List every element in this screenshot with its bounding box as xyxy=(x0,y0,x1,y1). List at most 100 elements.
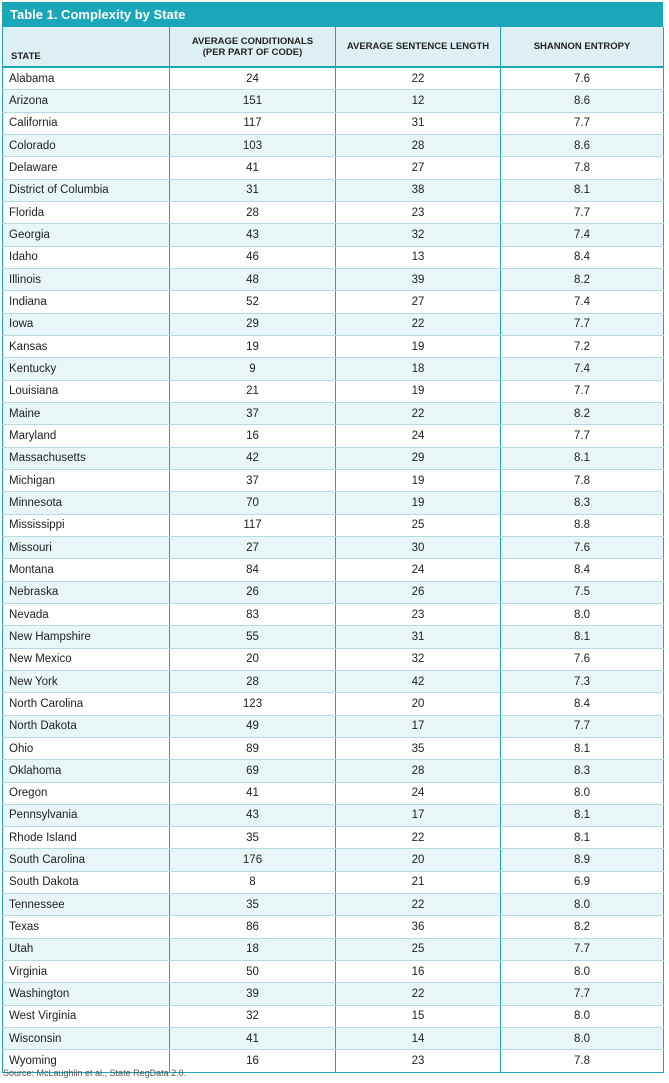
cell-shannon-entropy: 8.0 xyxy=(500,603,664,627)
cell-sentence-length: 17 xyxy=(335,715,501,738)
table-row: Indiana 52 27 7.4 xyxy=(2,290,664,314)
cell-sentence-length: 24 xyxy=(335,782,501,805)
cell-sentence-length: 18 xyxy=(335,357,501,381)
cell-conditionals: 50 xyxy=(169,960,336,984)
table-row: Tennessee 35 22 8.0 xyxy=(2,893,664,917)
cell-conditionals: 117 xyxy=(169,514,336,537)
table-row: Rhode Island 35 22 8.1 xyxy=(2,826,664,850)
cell-shannon-entropy: 7.4 xyxy=(500,290,664,314)
cell-state: Alabama xyxy=(2,67,170,91)
table-body: Alabama 24 22 7.6 Arizona 151 12 8.6 California 1… xyxy=(2,67,664,1073)
table-row: West Virginia 32 15 8.0 xyxy=(2,1005,664,1029)
cell-conditionals: 52 xyxy=(169,290,336,314)
cell-conditionals: 84 xyxy=(169,558,336,582)
cell-conditionals: 41 xyxy=(169,1027,336,1051)
table-row: Georgia 43 32 7.4 xyxy=(2,223,664,247)
cell-state: Massachusetts xyxy=(2,447,170,470)
header-sentence-length: AVERAGE SENTENCE LENGTH xyxy=(335,27,501,68)
cell-sentence-length: 15 xyxy=(335,1005,501,1029)
cell-shannon-entropy: 7.7 xyxy=(500,715,664,738)
table-row: Florida 28 23 7.7 xyxy=(2,201,664,225)
cell-shannon-entropy: 7.4 xyxy=(500,223,664,247)
cell-shannon-entropy: 8.4 xyxy=(500,558,664,582)
cell-sentence-length: 31 xyxy=(335,112,501,135)
cell-conditionals: 176 xyxy=(169,848,336,872)
table-row: Washington 39 22 7.7 xyxy=(2,982,664,1006)
cell-state: Virginia xyxy=(2,960,170,984)
cell-state: Nevada xyxy=(2,603,170,627)
cell-shannon-entropy: 8.0 xyxy=(500,893,664,917)
table-row: Wyoming 16 23 7.8 xyxy=(2,1049,664,1073)
cell-shannon-entropy: 7.8 xyxy=(500,156,664,180)
cell-conditionals: 35 xyxy=(169,826,336,850)
cell-sentence-length: 16 xyxy=(335,960,501,984)
cell-sentence-length: 27 xyxy=(335,290,501,314)
cell-sentence-length: 20 xyxy=(335,848,501,872)
table-row: South Carolina 176 20 8.9 xyxy=(2,848,664,872)
table-row: Mississippi 117 25 8.8 xyxy=(2,514,664,537)
cell-shannon-entropy: 8.0 xyxy=(500,1027,664,1051)
header-conditionals: AVERAGE CONDITIONALS (PER PART OF CODE) xyxy=(169,27,336,68)
cell-sentence-length: 25 xyxy=(335,514,501,537)
cell-state: District of Columbia xyxy=(2,179,170,202)
cell-state: Colorado xyxy=(2,134,170,158)
cell-shannon-entropy: 8.6 xyxy=(500,89,664,113)
table-row: District of Columbia 31 38 8.1 xyxy=(2,179,664,202)
cell-state: Maryland xyxy=(2,424,170,448)
cell-shannon-entropy: 8.2 xyxy=(500,268,664,292)
cell-shannon-entropy: 7.6 xyxy=(500,648,664,671)
cell-sentence-length: 19 xyxy=(335,491,501,515)
cell-shannon-entropy: 7.8 xyxy=(500,469,664,493)
source-note: Source: McLaughlin et al., State RegData… xyxy=(3,1068,187,1078)
cell-shannon-entropy: 8.1 xyxy=(500,737,664,761)
cell-shannon-entropy: 8.6 xyxy=(500,134,664,158)
table-title: Table 1. Complexity by State xyxy=(2,2,663,27)
cell-conditionals: 55 xyxy=(169,625,336,649)
cell-sentence-length: 25 xyxy=(335,938,501,962)
table-row: Kansas 19 19 7.2 xyxy=(2,335,664,359)
cell-sentence-length: 19 xyxy=(335,335,501,359)
cell-sentence-length: 22 xyxy=(335,982,501,1006)
cell-sentence-length: 36 xyxy=(335,915,501,939)
cell-conditionals: 46 xyxy=(169,246,336,269)
cell-state: Michigan xyxy=(2,469,170,493)
table-row: Maryland 16 24 7.7 xyxy=(2,424,664,448)
cell-shannon-entropy: 7.7 xyxy=(500,380,664,403)
cell-conditionals: 16 xyxy=(169,1049,336,1073)
cell-state: Utah xyxy=(2,938,170,962)
cell-conditionals: 69 xyxy=(169,759,336,783)
table-row: Texas 86 36 8.2 xyxy=(2,915,664,939)
cell-sentence-length: 28 xyxy=(335,759,501,783)
table-row: Virginia 50 16 8.0 xyxy=(2,960,664,984)
cell-shannon-entropy: 8.9 xyxy=(500,848,664,872)
complexity-table: STATE AVERAGE CONDITIONALS (PER PART OF … xyxy=(2,27,664,1073)
table-row: Massachusetts 42 29 8.1 xyxy=(2,447,664,470)
cell-sentence-length: 28 xyxy=(335,134,501,158)
cell-state: Idaho xyxy=(2,246,170,269)
table-row: California 117 31 7.7 xyxy=(2,112,664,135)
cell-conditionals: 37 xyxy=(169,469,336,493)
cell-conditionals: 42 xyxy=(169,447,336,470)
table-container: Table 1. Complexity by State STATE AVERA… xyxy=(2,2,664,1073)
cell-state: Florida xyxy=(2,201,170,225)
cell-shannon-entropy: 8.8 xyxy=(500,514,664,537)
cell-state: Rhode Island xyxy=(2,826,170,850)
cell-sentence-length: 21 xyxy=(335,871,501,895)
table-row: Minnesota 70 19 8.3 xyxy=(2,491,664,515)
cell-conditionals: 35 xyxy=(169,893,336,917)
cell-conditionals: 20 xyxy=(169,648,336,671)
cell-state: Missouri xyxy=(2,536,170,560)
cell-state: Kansas xyxy=(2,335,170,359)
cell-state: Ohio xyxy=(2,737,170,761)
table-row: Nevada 83 23 8.0 xyxy=(2,603,664,627)
cell-state: Texas xyxy=(2,915,170,939)
cell-conditionals: 43 xyxy=(169,223,336,247)
cell-state: Louisiana xyxy=(2,380,170,403)
cell-shannon-entropy: 8.0 xyxy=(500,960,664,984)
cell-state: Montana xyxy=(2,558,170,582)
table-row: Wisconsin 41 14 8.0 xyxy=(2,1027,664,1051)
cell-sentence-length: 19 xyxy=(335,380,501,403)
header-shannon-entropy: SHANNON ENTROPY xyxy=(500,27,664,68)
cell-state: Wyoming xyxy=(2,1049,170,1073)
cell-state: Wisconsin xyxy=(2,1027,170,1051)
